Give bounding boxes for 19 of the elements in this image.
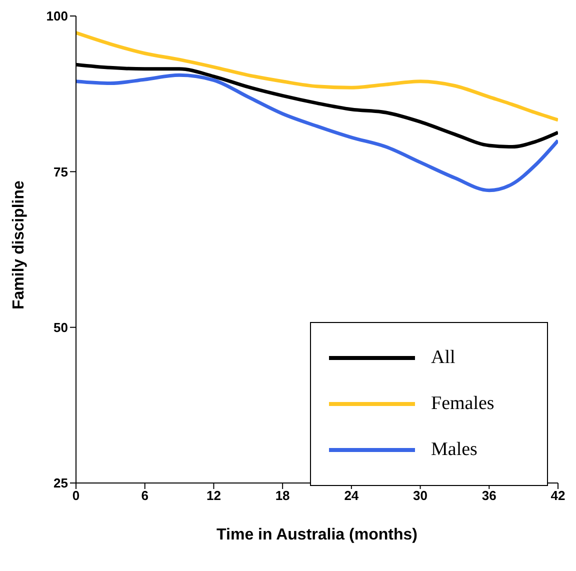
x-tick-label: 36 — [482, 488, 496, 504]
line-series — [76, 73, 558, 192]
legend-label: All — [431, 347, 456, 369]
x-tick-label: 42 — [550, 488, 566, 504]
y-tick-label: 100 — [46, 8, 68, 24]
y-axis-title: Family discipline — [10, 180, 28, 310]
y-tick-label: 75 — [54, 164, 68, 180]
legend-label: Females — [431, 393, 494, 415]
x-tick-label: 6 — [141, 488, 148, 504]
line-series — [76, 31, 558, 122]
x-tick-label: 18 — [275, 488, 290, 504]
y-tick-label: 50 — [54, 320, 68, 335]
x-axis-title: Time in Australia (months) — [216, 526, 418, 544]
x-tick-label: 12 — [206, 488, 221, 504]
x-tick-label: 0 — [72, 488, 80, 504]
x-tick-label: 24 — [344, 488, 360, 504]
legend-label: Males — [431, 439, 478, 461]
y-tick-label: 25 — [54, 476, 68, 491]
x-tick-label: 30 — [413, 488, 428, 504]
